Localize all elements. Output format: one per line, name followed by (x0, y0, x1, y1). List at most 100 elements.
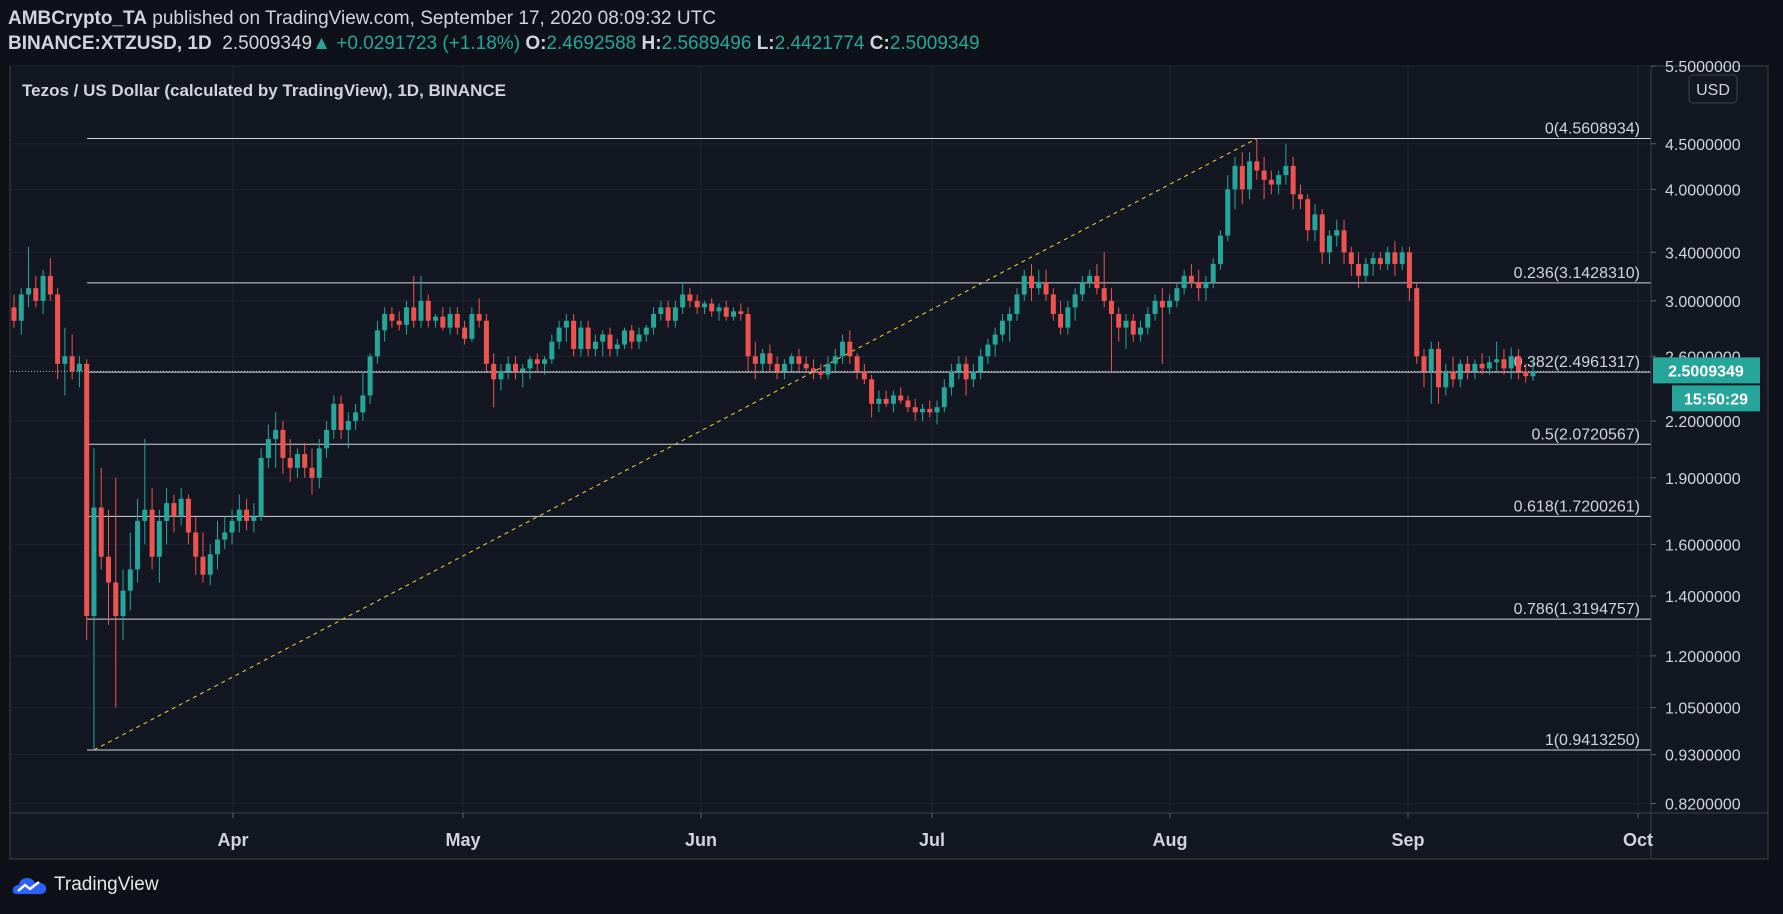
fib-level-label: 0.786(1.3194757) (1514, 601, 1640, 618)
candle-body-up (324, 429, 330, 449)
candle-body-up (156, 520, 162, 557)
candle-body-up (680, 294, 686, 308)
candle-body-up (992, 334, 998, 345)
candle-body-up (1530, 371, 1536, 377)
candle-body-up (651, 313, 657, 328)
candle-body-up (1508, 356, 1514, 369)
candle-body-up (1472, 363, 1478, 372)
candle-body-down (687, 294, 693, 301)
candle-body-down (389, 313, 395, 321)
candle-body-up (731, 311, 737, 317)
candle-body-up (1370, 258, 1376, 264)
high-label: H: (641, 33, 662, 54)
candle-body-up (120, 590, 126, 617)
footer-brand: TradingView (54, 874, 159, 895)
candle-body-up (949, 371, 955, 388)
candle-body-up (26, 288, 32, 295)
candle-body-up (600, 334, 606, 342)
candle-body-up (549, 341, 555, 360)
tradingview-footer[interactable]: TradingView (12, 874, 159, 896)
candle-body-up (941, 387, 947, 408)
candle-body-up (542, 359, 548, 364)
candle-body-up (1326, 235, 1332, 253)
candle-body-up (1225, 189, 1231, 236)
candle-body-down (1421, 356, 1427, 372)
currency-badge[interactable] (1688, 74, 1738, 104)
candle-body-up (658, 307, 664, 314)
candle-body-down (803, 363, 809, 369)
x-axis[interactable]: Apr May Jun Jul Aug Sep Oct (218, 813, 1654, 850)
candle-body-down (149, 509, 155, 557)
author-name[interactable]: AMBCrypto_TA (8, 8, 147, 29)
y-tick-label: 0.8200000 (1665, 796, 1741, 813)
candle-body-up (672, 307, 678, 321)
last-price: 2.5009349 (222, 33, 313, 54)
candle-body-up (1247, 161, 1253, 190)
candle-body-down (425, 300, 431, 321)
candle-body-down (287, 457, 293, 468)
candle-body-up (1014, 294, 1020, 314)
candle-body-down (1450, 371, 1456, 380)
candle-body-up (527, 359, 533, 369)
candle-body-down (1029, 275, 1035, 289)
low-value: 2.4421774 (774, 33, 865, 54)
y-tick-label: 3.4000000 (1665, 245, 1741, 262)
candle-body-down (534, 359, 540, 364)
candle-body-down (1406, 252, 1412, 289)
candle-body-down (1297, 194, 1303, 200)
candle-body-up (76, 363, 82, 372)
candle-body-up (956, 363, 962, 372)
candle-body-up (985, 344, 991, 357)
candle-body-up (1276, 175, 1282, 185)
candle-body-down (905, 400, 911, 408)
candle-body-up (578, 327, 584, 349)
candle-body-down (1116, 313, 1122, 328)
candle-body-up (222, 532, 228, 540)
candle-body-up (919, 408, 925, 413)
candle-body-up (1065, 307, 1071, 328)
candle-body-up (265, 439, 271, 458)
candle-body-down (171, 503, 177, 517)
candle-body-down (854, 356, 860, 372)
candle-body-down (1341, 230, 1347, 253)
candle-body-up (760, 353, 766, 364)
candle-body-down (55, 294, 61, 364)
candle-body-down (1392, 252, 1398, 264)
candle-body-up (789, 356, 795, 364)
fib-levels: 0(4.5608934) 0.236(3.1428310) 0.382(2.4961… (87, 121, 1651, 751)
candle-body-down (869, 379, 875, 404)
candle-body-up (360, 395, 366, 413)
candle-body-down (1377, 258, 1383, 264)
fib-level-label: 0.5(2.0720567) (1531, 426, 1640, 443)
x-tick-label: Apr (218, 830, 249, 850)
candle-body-down (1501, 359, 1507, 369)
candle-body-down (571, 320, 577, 349)
x-tick-label: Sep (1391, 830, 1424, 850)
candle-body-up (40, 275, 46, 301)
candle-body-down (774, 363, 780, 372)
candle-body-up (403, 307, 409, 325)
y-axis[interactable]: 5.5000000 4.5000000 4.0000000 3.4000000 3.00… (1651, 59, 1741, 813)
candle-body-up (1203, 281, 1209, 289)
candle-body-down (512, 363, 518, 372)
candle-body-up (781, 363, 787, 372)
candle-body-up (1399, 252, 1405, 264)
candle-body-down (1414, 288, 1420, 357)
candle-body-up (876, 398, 882, 404)
candle-body-up (1007, 313, 1013, 321)
candle-body-down (1101, 288, 1107, 301)
candle-body-up (127, 569, 133, 591)
candle-body-down (709, 303, 715, 312)
candle-body-up (1210, 263, 1216, 282)
candle-body-down (796, 356, 802, 364)
candle-body-down (309, 467, 315, 478)
candle-body-down (462, 327, 468, 339)
candle-body-up (62, 356, 68, 364)
candle-body-down (11, 307, 17, 321)
candle-body-up (215, 539, 221, 555)
candle-body-up (1494, 359, 1500, 363)
x-tick-label: Jul (919, 830, 945, 850)
candle-body-up (294, 454, 300, 468)
candle-body-up (978, 356, 984, 372)
